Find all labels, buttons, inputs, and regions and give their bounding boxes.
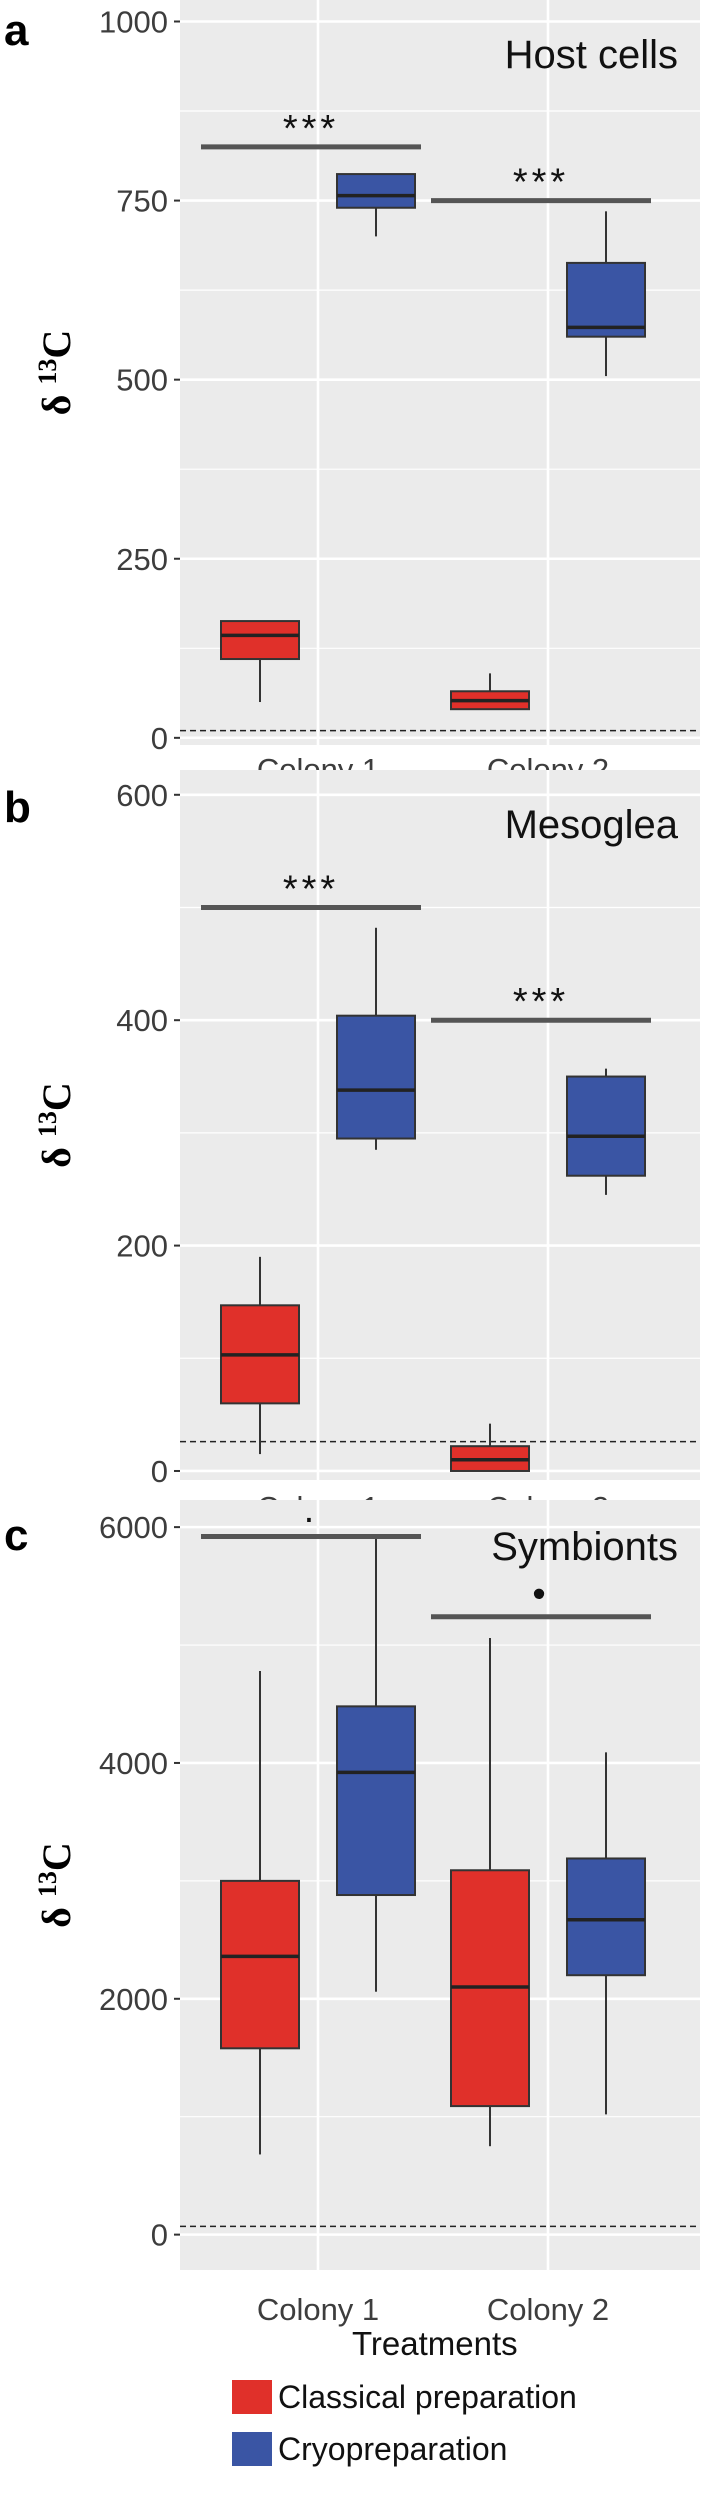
- box-cryo-colony1: [336, 1538, 416, 1992]
- legend-label-cryo: Cryopreparation: [278, 2430, 508, 2467]
- panel-letter: c: [4, 1511, 28, 1560]
- y-tick-label: 200: [116, 1229, 168, 1264]
- y-axis-label: δ 13C: [33, 1842, 80, 1928]
- y-tick-label: 600: [116, 778, 168, 813]
- significance-label: •: [532, 1574, 549, 1616]
- y-tick-label: 250: [116, 542, 168, 577]
- panel-c: 0 2000 4000 6000 · • Symbionts Colony 1 Colony 2…: [4, 1498, 700, 2327]
- y-tick-label: 750: [116, 184, 168, 219]
- box-classical-colony1: [220, 620, 300, 703]
- x-tick-label: Colony 1: [257, 2292, 379, 2327]
- y-tick-label: 2000: [99, 1982, 168, 2017]
- y-tick-label: 6000: [99, 1510, 168, 1545]
- y-axis-label: δ 13C: [33, 1082, 80, 1168]
- y-axis-label: δ 13C: [33, 330, 80, 416]
- significance-label: ·: [303, 1498, 320, 1540]
- box-iqr: [220, 620, 300, 661]
- y-axis-label-superscript: 13: [33, 359, 62, 385]
- box-iqr: [336, 173, 416, 209]
- significance-label: ***: [283, 108, 339, 150]
- y-tick-label: 500: [116, 363, 168, 398]
- y-tick-label: 0: [151, 2218, 168, 2253]
- significance-label: ***: [513, 981, 569, 1023]
- panel-title: Mesoglea: [505, 803, 679, 847]
- box-classical-colony2: [450, 673, 530, 711]
- box-cryo-colony2: [566, 1752, 646, 2115]
- panel-title: Symbionts: [491, 1525, 678, 1569]
- box-cryo-colony2: [566, 211, 646, 377]
- box-iqr: [566, 1857, 646, 1977]
- y-tick-label: 400: [116, 1003, 168, 1038]
- box-classical-colony2: [450, 1637, 530, 2147]
- y-tick-label: 0: [151, 721, 168, 756]
- legend-swatch-classical: [232, 2380, 272, 2414]
- legend-label-classical: Classical preparation: [278, 2378, 577, 2415]
- box-cryo-colony1: [336, 927, 416, 1150]
- y-axis-label-element: C: [34, 1842, 79, 1871]
- y-tick-label: 1000: [99, 4, 168, 39]
- box-classical-colony1: [220, 1256, 300, 1455]
- box-iqr: [566, 261, 646, 338]
- legend-title: Treatments: [352, 2325, 518, 2362]
- box-classical-colony1: [220, 1670, 300, 2155]
- y-tick-label: 0: [151, 1454, 168, 1489]
- y-tick-label: 4000: [99, 1746, 168, 1781]
- significance-label: ***: [513, 162, 569, 204]
- y-axis-label-element: C: [34, 1082, 79, 1111]
- box-cryo-colony2: [566, 1068, 646, 1195]
- panel-title: Host cells: [505, 33, 678, 77]
- box-iqr: [336, 1705, 416, 1897]
- y-axis-label-superscript: 13: [33, 1871, 62, 1897]
- box-iqr: [336, 1014, 416, 1140]
- legend-swatch-cryo: [232, 2432, 272, 2466]
- x-tick-label: Colony 2: [487, 2292, 609, 2327]
- panel-letter: b: [4, 783, 31, 832]
- panel-letter: a: [4, 6, 29, 55]
- box-iqr: [566, 1075, 646, 1177]
- y-axis-label-superscript: 13: [33, 1111, 62, 1137]
- legend-item-classical: Classical preparation: [232, 2378, 577, 2416]
- significance-label: ***: [283, 868, 339, 910]
- y-axis-label-element: C: [34, 330, 79, 359]
- box-cryo-colony1: [336, 173, 416, 237]
- box-classical-colony2: [450, 1423, 530, 1472]
- box-iqr: [220, 1879, 300, 2050]
- legend-item-cryo: Cryopreparation: [232, 2430, 507, 2468]
